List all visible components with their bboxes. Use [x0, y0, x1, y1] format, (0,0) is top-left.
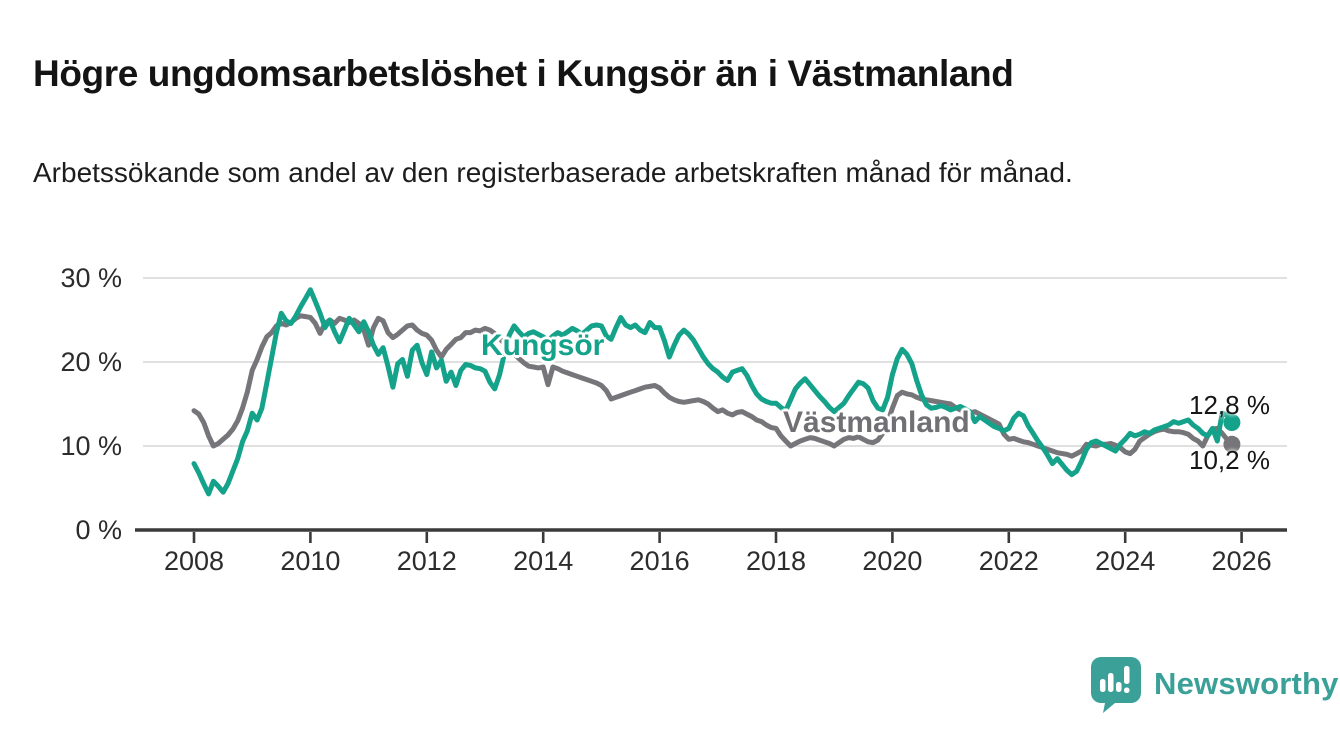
x-tick-label: 2014: [513, 546, 573, 576]
y-tick-label: 30 %: [60, 263, 122, 293]
x-tick-label: 2016: [630, 546, 690, 576]
end-dot-kungsör: [1223, 414, 1241, 431]
x-tick-label: 2024: [1095, 546, 1155, 576]
bar-chart-glyph: [1100, 665, 1130, 693]
newsworthy-logo: Newsworthy: [1088, 656, 1339, 713]
end-value-kungsor: 12,8 %: [1189, 390, 1270, 420]
chart-subtitle: Arbetssökande som andel av den registerb…: [33, 157, 1073, 188]
y-tick-label: 20 %: [60, 347, 122, 377]
x-tick-label: 2018: [746, 546, 806, 576]
page-title: Högre ungdomsarbetslöshet i Kungsör än i…: [33, 52, 1014, 94]
y-tick-label: 0 %: [75, 515, 122, 545]
x-tick-label: 2020: [862, 546, 922, 576]
x-tick-label: 2010: [280, 546, 340, 576]
x-tick-label: 2012: [397, 546, 457, 576]
x-tick-label: 2008: [164, 546, 224, 576]
newsworthy-logo-icon: [1091, 656, 1141, 713]
series-line-västmanland: [191, 313, 1235, 459]
x-tick-label: 2022: [979, 546, 1039, 576]
series-label-vastmanland: Västmanland: [783, 406, 970, 439]
x-tick-label: 2026: [1212, 546, 1272, 576]
series-line-kungsör: [191, 287, 1235, 497]
end-dot-västmanland: [1223, 435, 1241, 453]
end-value-vastmanland: 10,2 %: [1189, 445, 1270, 475]
series-label-kungsor: Kungsör: [481, 329, 605, 362]
newsworthy-wordmark: Newsworthy: [1154, 666, 1339, 701]
y-tick-label: 10 %: [60, 431, 122, 461]
